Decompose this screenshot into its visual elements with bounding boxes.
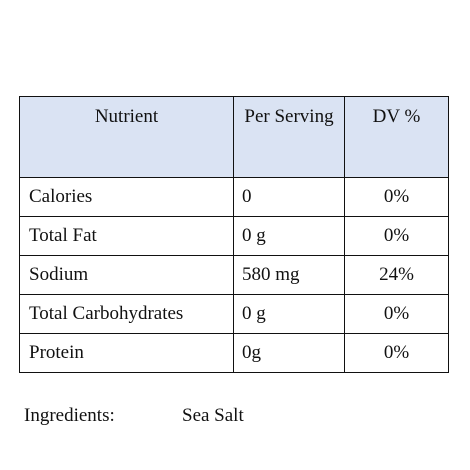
nutrient-dv: 24%: [344, 255, 449, 295]
table-row: Sodium 580 mg 24%: [19, 255, 449, 295]
nutrient-name: Total Carbohydrates: [19, 294, 234, 334]
nutrient-amount: 0 g: [233, 216, 345, 256]
nutrient-name: Calories: [19, 177, 234, 217]
nutrient-dv: 0%: [344, 216, 449, 256]
ingredients-value: Sea Salt: [182, 405, 244, 426]
table-row: Protein 0g 0%: [19, 333, 449, 373]
nutrient-dv: 0%: [344, 177, 449, 217]
nutrient-amount: 0 g: [233, 294, 345, 334]
nutrient-amount: 580 mg: [233, 255, 345, 295]
nutrient-dv: 0%: [344, 333, 449, 373]
column-header-nutrient: Nutrient: [19, 96, 234, 178]
nutrient-name: Total Fat: [19, 216, 234, 256]
ingredients-label: Ingredients:: [24, 405, 115, 426]
column-header-dv: DV %: [344, 96, 449, 178]
nutrient-amount: 0g: [233, 333, 345, 373]
table-row: Total Carbohydrates 0 g 0%: [19, 294, 449, 334]
nutrient-name: Protein: [19, 333, 234, 373]
nutrient-amount: 0: [233, 177, 345, 217]
ingredients-line: Ingredients: Sea Salt: [24, 404, 244, 428]
table-row: Calories 0 0%: [19, 177, 449, 217]
table-header-row: Nutrient Per Serving DV %: [19, 96, 449, 178]
table-row: Total Fat 0 g 0%: [19, 216, 449, 256]
nutrient-dv: 0%: [344, 294, 449, 334]
nutrition-facts-table: Nutrient Per Serving DV % Calories 0 0% …: [19, 96, 449, 373]
column-header-per-serving: Per Serving: [233, 96, 345, 178]
nutrient-name: Sodium: [19, 255, 234, 295]
